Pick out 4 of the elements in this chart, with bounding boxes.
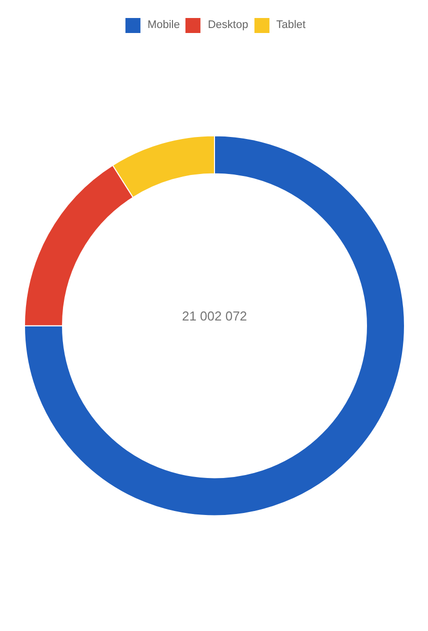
legend-label: Mobile bbox=[147, 19, 180, 31]
text: 21 002 072 bbox=[182, 308, 248, 324]
legend-label: Tablet bbox=[276, 19, 306, 31]
legend-label: Desktop bbox=[208, 19, 248, 31]
